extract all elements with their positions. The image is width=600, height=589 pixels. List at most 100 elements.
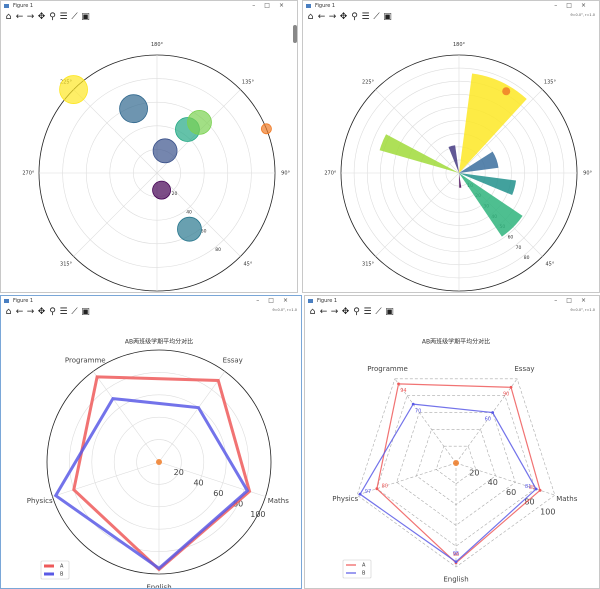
scrollbar[interactable] — [293, 25, 297, 43]
scatter-point[interactable] — [187, 109, 212, 135]
category-label: Maths — [268, 497, 290, 505]
save-icon[interactable]: ▣ — [383, 12, 392, 22]
marker-point[interactable] — [502, 87, 511, 96]
window-title: Figure 1 — [317, 298, 338, 304]
edit-axis-icon[interactable]: ⟋ — [71, 307, 78, 317]
polar-bar[interactable] — [448, 145, 459, 173]
legend-label: B — [362, 571, 366, 577]
radar-point[interactable] — [491, 411, 495, 414]
radar-grid-ring — [356, 378, 556, 568]
window-title: Figure 1 — [13, 298, 34, 304]
save-icon[interactable]: ▣ — [81, 307, 90, 317]
pan-icon[interactable]: ✥ — [37, 12, 46, 22]
back-icon[interactable]: ← — [319, 307, 328, 317]
polar-bar[interactable] — [459, 173, 462, 188]
data-label: 85 — [529, 485, 535, 491]
pan-icon[interactable]: ✥ — [339, 12, 348, 22]
radial-tick-label: 40 — [193, 479, 203, 488]
angle-tick-label: 135° — [242, 80, 255, 86]
pan-icon[interactable]: ✥ — [37, 307, 46, 317]
forward-icon[interactable]: → — [330, 307, 339, 317]
zoom-icon[interactable]: ⚲ — [351, 12, 358, 22]
window-controls[interactable]: –□× — [252, 2, 293, 9]
figure-window-1: Figure 1–□× ⌂←→✥⚲☰⟋▣ 0°45°90°135°180°225… — [0, 0, 298, 293]
radial-tick-label: 100 — [540, 507, 555, 516]
edit-axis-icon[interactable]: ⟋ — [71, 12, 78, 22]
window-controls[interactable]: –□× — [554, 297, 595, 304]
window-controls[interactable]: –□× — [256, 297, 297, 304]
radial-tick-label: 80 — [233, 500, 243, 509]
radar-point[interactable] — [397, 382, 400, 386]
pan-icon[interactable]: ✥ — [341, 307, 350, 317]
polar-bar[interactable] — [459, 173, 517, 196]
polar-bar-chart[interactable]: 0°45°90°135°180°225°270°315°102030405060… — [303, 1, 600, 293]
category-label: English — [443, 575, 468, 583]
cursor-coordinates: θ=0.0°, r=1.0 — [570, 13, 595, 17]
scatter-point[interactable] — [59, 75, 88, 104]
zoom-icon[interactable]: ⚲ — [353, 307, 360, 317]
figure-window-4: Figure 1 –□× ⌂ ← → ✥ ⚲ ☰ ⟋ ▣ θ=0.0°, r=1.0 AB两班级… — [304, 295, 600, 589]
radar-series-line[interactable] — [376, 383, 541, 564]
home-icon[interactable]: ⌂ — [309, 307, 316, 317]
radial-tick-label: 20 — [174, 468, 184, 477]
polar-bar[interactable] — [379, 134, 459, 173]
data-label: 90 — [503, 392, 509, 398]
radar-point[interactable] — [375, 487, 379, 491]
home-icon[interactable]: ⌂ — [307, 12, 314, 22]
back-icon[interactable]: ← — [15, 12, 24, 22]
forward-icon[interactable]: → — [26, 307, 35, 317]
back-icon[interactable]: ← — [317, 12, 326, 22]
forward-icon[interactable]: → — [328, 12, 337, 22]
radar-point[interactable] — [358, 492, 362, 496]
figure-icon — [4, 299, 9, 303]
zoom-icon[interactable]: ⚲ — [49, 307, 56, 317]
radar-point[interactable] — [538, 488, 542, 492]
window-title: Figure 1 — [315, 3, 336, 9]
radar-point[interactable] — [454, 560, 458, 564]
configure-icon[interactable]: ☰ — [363, 307, 372, 317]
radar-series-line[interactable] — [72, 375, 252, 572]
back-icon[interactable]: ← — [15, 307, 24, 317]
scatter-point[interactable] — [177, 216, 202, 242]
radar-series-line[interactable] — [359, 403, 537, 563]
data-label: 95 — [453, 551, 459, 557]
scatter-point[interactable] — [152, 180, 171, 200]
save-icon[interactable]: ▣ — [385, 307, 394, 317]
polar-bar[interactable] — [459, 173, 523, 237]
legend-label: A — [362, 563, 366, 569]
home-icon[interactable]: ⌂ — [5, 307, 12, 317]
radar-series-line[interactable] — [53, 396, 250, 571]
configure-icon[interactable]: ☰ — [361, 12, 370, 22]
angle-tick-label: 180° — [151, 42, 164, 48]
radar-spoke — [455, 462, 556, 496]
radar-point[interactable] — [534, 487, 538, 491]
polar-bar[interactable] — [459, 73, 527, 173]
radar-grid-ring — [435, 445, 477, 485]
zoom-icon[interactable]: ⚲ — [49, 12, 56, 22]
radar-spoke — [394, 378, 457, 464]
angle-tick-label: 90° — [281, 171, 290, 177]
scatter-point[interactable] — [119, 94, 148, 124]
polar-grid-spoke — [73, 172, 158, 257]
home-icon[interactable]: ⌂ — [5, 12, 12, 22]
edit-axis-icon[interactable]: ⟋ — [373, 12, 380, 22]
radar-point[interactable] — [411, 402, 415, 406]
radial-tick-label: 40 — [186, 210, 192, 216]
polar-grid-spoke — [375, 172, 460, 257]
configure-icon[interactable]: ☰ — [59, 307, 68, 317]
forward-icon[interactable]: → — [26, 12, 35, 22]
configure-icon[interactable]: ☰ — [59, 12, 68, 22]
radial-tick-label: 60 — [506, 488, 516, 497]
polar-bar[interactable] — [459, 151, 499, 173]
edit-axis-icon[interactable]: ⟋ — [375, 307, 382, 317]
save-icon[interactable]: ▣ — [81, 12, 90, 22]
radar-chart-labeled-style[interactable]: AB两班级学期平均分对比 Programme Essay Maths English Ph… — [305, 296, 600, 589]
radar-chart-filled-style[interactable]: AB两班级学期平均分对比 Programme Essay Maths English Ph… — [1, 296, 302, 589]
scatter-point[interactable] — [152, 138, 178, 164]
window-controls[interactable]: –□× — [554, 2, 595, 9]
title-bar: Figure 1 –□× — [1, 1, 297, 11]
radar-point[interactable] — [509, 385, 513, 389]
radar-spoke — [455, 378, 518, 464]
scatter-point[interactable] — [261, 123, 272, 135]
